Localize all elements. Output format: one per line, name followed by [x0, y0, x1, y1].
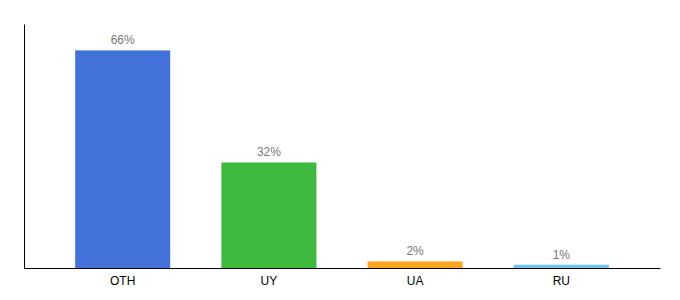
y-axis-line [24, 25, 25, 269]
data-label: 2% [406, 244, 424, 258]
data-label: 1% [553, 248, 571, 262]
x-axis-line [25, 268, 661, 269]
x-tick: OTH [110, 268, 135, 288]
bar [75, 50, 170, 268]
x-axis: OTH UY UA RU [25, 268, 661, 288]
x-tick-label: UA [407, 274, 424, 288]
data-label: 66% [111, 33, 135, 47]
x-tick-label: OTH [110, 274, 135, 288]
bar [368, 261, 463, 268]
x-tick-label: RU [553, 274, 570, 288]
x-tick: UY [261, 268, 278, 288]
bars [75, 50, 609, 268]
plot-area: 66% 32% 2% 1% OTH UY UA RU [25, 25, 661, 288]
x-tick-label: UY [261, 274, 278, 288]
data-labels: 66% 32% 2% 1% [111, 33, 571, 261]
chart-container: 66% 32% 2% 1% OTH UY UA RU [0, 0, 680, 300]
x-tick: RU [553, 268, 570, 288]
y-axis [24, 25, 25, 269]
data-label: 32% [257, 145, 281, 159]
bar [221, 162, 316, 268]
chart-svg: 66% 32% 2% 1% OTH UY UA RU [0, 0, 680, 300]
x-tick: UA [407, 268, 424, 288]
bar [514, 265, 609, 268]
